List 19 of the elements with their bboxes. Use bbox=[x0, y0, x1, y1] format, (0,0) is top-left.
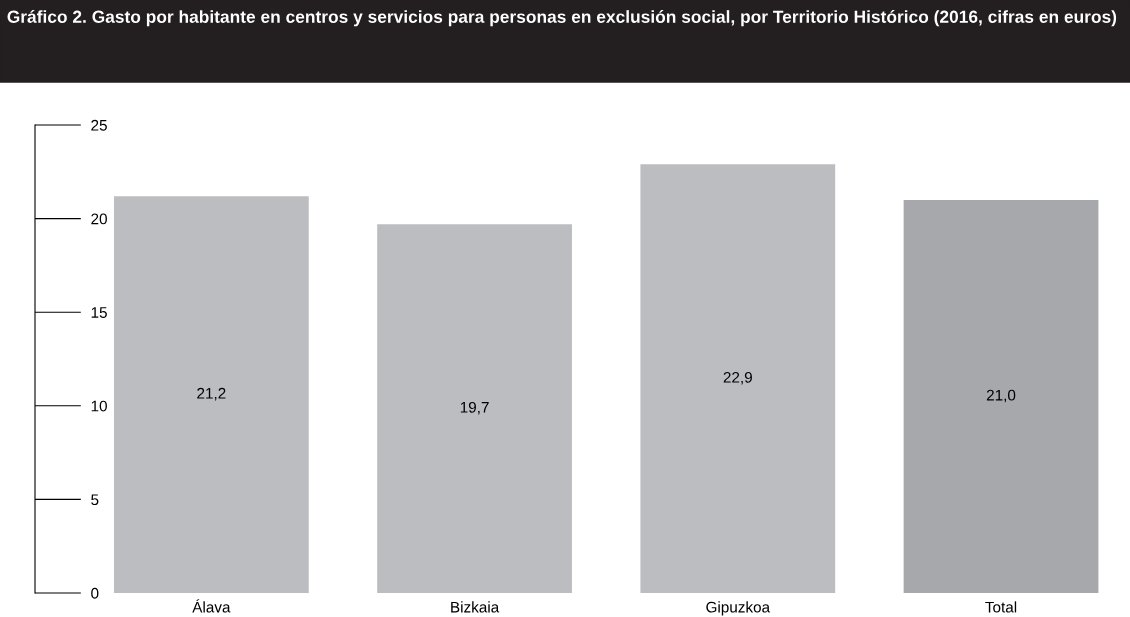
bar bbox=[640, 164, 836, 593]
x-tick-label: Bizkaia bbox=[451, 601, 500, 613]
data-label: 22,9 bbox=[723, 371, 752, 385]
y-tick-label: 10 bbox=[91, 400, 107, 412]
x-tick-label: Total bbox=[985, 601, 1017, 613]
y-tick-label: 15 bbox=[91, 307, 107, 318]
chart-title: Gráfico 2. Gasto por habitante en centros y servicios para personas en exclusión social, por Territorio Histórico (2016, cifras en euros) bbox=[7, 10, 1117, 27]
y-tick-label: 0 bbox=[91, 587, 99, 599]
x-tick-label: Gipuzkoa bbox=[706, 601, 771, 616]
data-label: 21,0 bbox=[986, 389, 1016, 403]
bar bbox=[113, 196, 309, 593]
bar bbox=[903, 199, 1099, 593]
data-label: 21,2 bbox=[197, 387, 226, 401]
y-tick-label: 20 bbox=[91, 213, 107, 225]
bar bbox=[377, 224, 572, 593]
data-label: 19,7 bbox=[460, 401, 489, 415]
y-tick-label: 25 bbox=[91, 119, 107, 131]
y-tick-label: 5 bbox=[91, 494, 99, 506]
x-tick-label: Álava bbox=[192, 599, 231, 613]
